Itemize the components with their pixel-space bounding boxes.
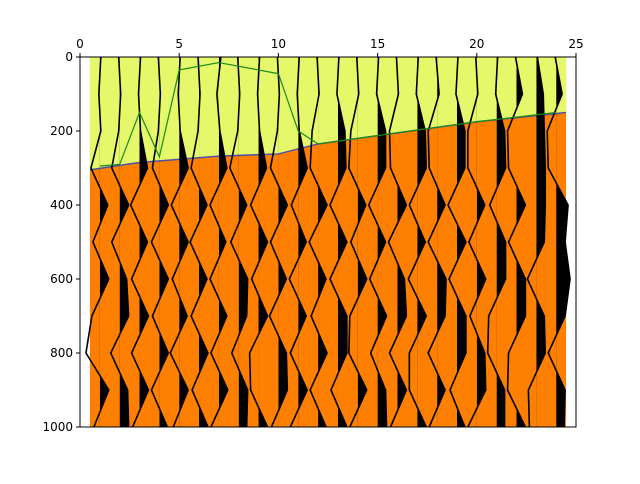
trace bbox=[150, 56, 170, 428]
trace-fill bbox=[556, 57, 571, 427]
trace bbox=[506, 56, 527, 428]
trace bbox=[546, 56, 571, 428]
trace bbox=[526, 56, 547, 428]
trace-fill bbox=[298, 57, 308, 427]
x-tick-label: 15 bbox=[370, 37, 385, 51]
x-tick-label: 20 bbox=[469, 37, 484, 51]
trace-fill bbox=[456, 57, 466, 427]
x-tick-label: 0 bbox=[76, 37, 84, 51]
trace-fill bbox=[258, 57, 268, 427]
trace bbox=[129, 56, 150, 428]
x-tick-label: 25 bbox=[568, 37, 583, 51]
y-tick-label: 400 bbox=[50, 198, 73, 212]
x-tick-label: 5 bbox=[175, 37, 183, 51]
trace-fill bbox=[437, 57, 447, 427]
trace bbox=[85, 56, 110, 428]
y-tick-label: 600 bbox=[50, 272, 73, 286]
trace bbox=[427, 56, 447, 428]
trace-fill bbox=[218, 57, 228, 427]
plot-frame bbox=[79, 56, 577, 428]
y-tick-label: 800 bbox=[50, 346, 73, 360]
trace-fill bbox=[179, 57, 189, 427]
y-tick-label: 0 bbox=[65, 50, 73, 64]
x-tick-label: 10 bbox=[271, 37, 286, 51]
trace-fill bbox=[377, 57, 387, 427]
trace bbox=[268, 56, 289, 428]
trace-fill bbox=[516, 57, 526, 427]
trace bbox=[308, 56, 328, 428]
trace bbox=[447, 56, 467, 428]
upper-layer bbox=[89, 57, 567, 170]
y-tick-label: 1000 bbox=[42, 420, 73, 434]
trace bbox=[228, 56, 249, 428]
trace-fill bbox=[417, 57, 427, 427]
trace bbox=[189, 56, 209, 428]
trace bbox=[387, 56, 408, 428]
trace bbox=[367, 56, 388, 428]
trace-fill bbox=[536, 57, 546, 427]
trace bbox=[209, 56, 229, 428]
trace bbox=[467, 56, 487, 428]
picks-line bbox=[99, 61, 557, 167]
trace bbox=[248, 56, 269, 428]
trace-fill bbox=[139, 57, 149, 427]
trace bbox=[348, 56, 368, 428]
trace bbox=[169, 56, 190, 428]
trace bbox=[288, 56, 309, 428]
y-tick-label: 200 bbox=[50, 124, 73, 138]
trace-fill bbox=[496, 57, 506, 427]
trace bbox=[329, 56, 348, 428]
trace bbox=[407, 56, 428, 428]
trace bbox=[109, 56, 130, 428]
